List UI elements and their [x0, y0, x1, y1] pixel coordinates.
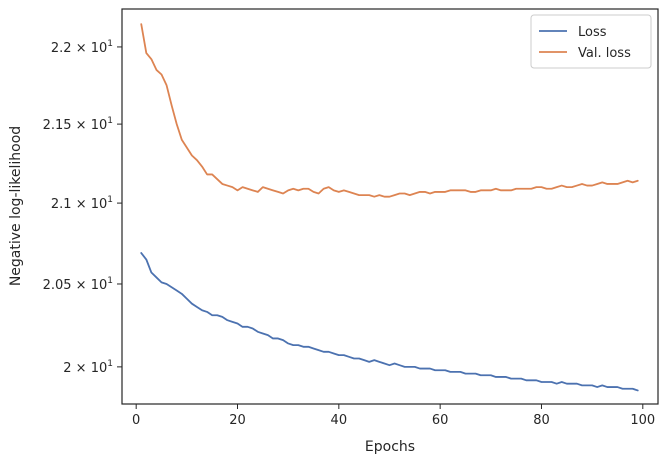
y-tick-label: 2.1 × 101: [51, 195, 113, 212]
series-line-val-loss: [140, 23, 639, 198]
x-tick-label: 80: [533, 413, 550, 428]
legend-label: Loss: [578, 25, 607, 40]
y-tick-label: 2.15 × 101: [43, 116, 113, 133]
y-axis: 2 × 101 2.05 × 101 2.1 × 101 2.15 × 101 2.2 …: [43, 39, 122, 376]
x-tick-label: 20: [229, 413, 246, 428]
plot-area: [140, 23, 639, 392]
plot-frame: [121, 8, 659, 405]
y-axis-label: Negative log-likelihood: [8, 126, 24, 286]
legend: Loss Val. loss: [530, 14, 652, 69]
x-tick-label: 100: [630, 413, 655, 428]
x-tick-label: 40: [331, 413, 348, 428]
y-tick-label: 2 × 101: [63, 359, 113, 376]
x-tick-label: 0: [132, 413, 140, 428]
x-axis-label: Epochs: [365, 439, 415, 455]
legend-box: [530, 14, 652, 69]
y-tick-label: 2.05 × 101: [43, 276, 113, 293]
x-axis: 0 20 40 60 80 100: [132, 404, 655, 428]
legend-label: Val. loss: [578, 46, 631, 61]
series-line-loss: [140, 252, 639, 392]
x-tick-label: 60: [432, 413, 449, 428]
y-tick-label: 2.2 × 101: [51, 39, 113, 56]
